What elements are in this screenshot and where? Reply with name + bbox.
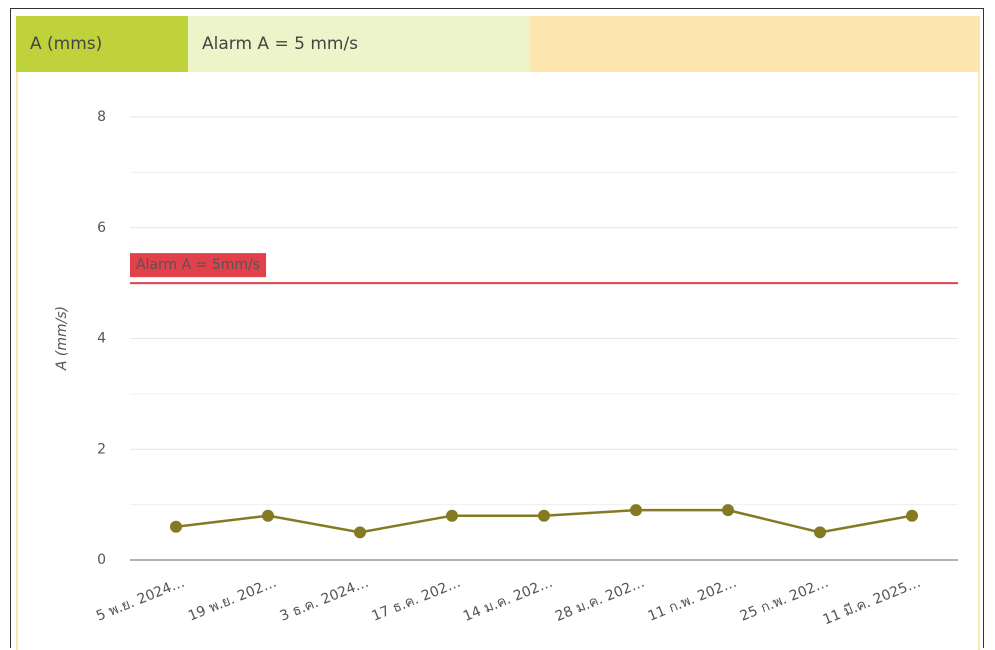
y-tick-label: 2 <box>97 441 106 457</box>
threshold-label-bg <box>130 253 267 278</box>
y-tick-label: 6 <box>97 220 106 236</box>
x-tick-label: 14 ม.ค. 202… <box>461 575 555 625</box>
y-tick-label: 4 <box>97 331 106 347</box>
tab[interactable]: A (mms) <box>16 16 188 72</box>
x-tick-label: 28 ม.ค. 202… <box>553 575 647 625</box>
point <box>814 526 826 539</box>
point <box>630 504 642 517</box>
frame <box>10 8 984 648</box>
x-tick-label: 17 ธ.ค. 202… <box>370 575 463 625</box>
tab[interactable]: Alarm A = 5 mm/s <box>188 16 530 72</box>
point <box>446 509 458 522</box>
point <box>722 504 734 517</box>
point <box>170 520 182 533</box>
point <box>354 526 366 539</box>
y-tick-label: 0 <box>97 552 106 568</box>
y-tick-label: 8 <box>97 109 106 125</box>
point <box>906 509 918 522</box>
x-tick-label: 11 ก.พ. 202… <box>646 575 739 625</box>
x-tick-label: 19 พ.ย. 202… <box>186 575 279 625</box>
point <box>262 509 274 522</box>
x-tick-label: 5 พ.ย. 2024… <box>94 575 187 625</box>
header: A (mms) Alarm A = 5 mm/s <box>16 16 980 72</box>
x-tick-label: 3 ธ.ค. 2024… <box>278 575 371 625</box>
y-axis-label: A (mm/s) <box>54 306 70 371</box>
threshold-label: Alarm A = 5mm/s <box>136 257 260 273</box>
point <box>538 509 550 522</box>
x-tick-label: 11 มี.ค. 2025… <box>821 575 923 629</box>
x-tick-label: 25 ก.พ. 202… <box>738 575 831 625</box>
panel <box>16 72 980 650</box>
